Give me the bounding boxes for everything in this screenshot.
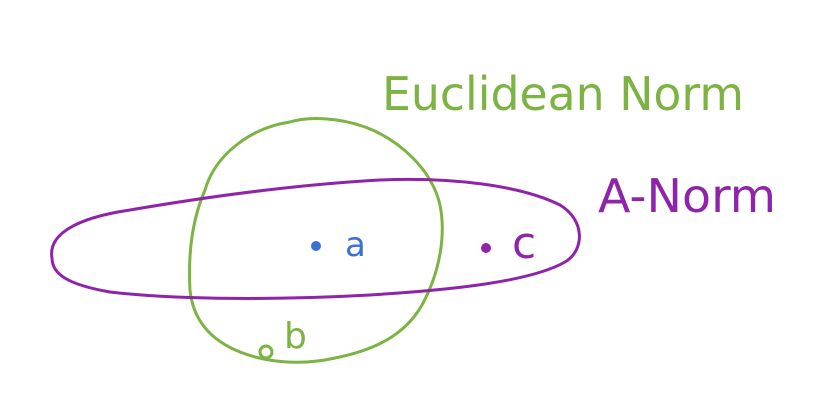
point-c-dot — [481, 243, 491, 253]
point-b-label: b — [284, 316, 307, 357]
euclidean-norm-title: Euclidean Norm — [382, 67, 744, 121]
point-c-label: c — [512, 218, 536, 269]
a-norm-title: A-Norm — [598, 169, 776, 223]
point-b-dot — [258, 344, 274, 360]
a-norm-ball — [50, 177, 581, 300]
point-a-label: a — [345, 225, 366, 265]
point-a-dot — [311, 241, 321, 251]
euclidean-norm-ball — [188, 117, 444, 364]
